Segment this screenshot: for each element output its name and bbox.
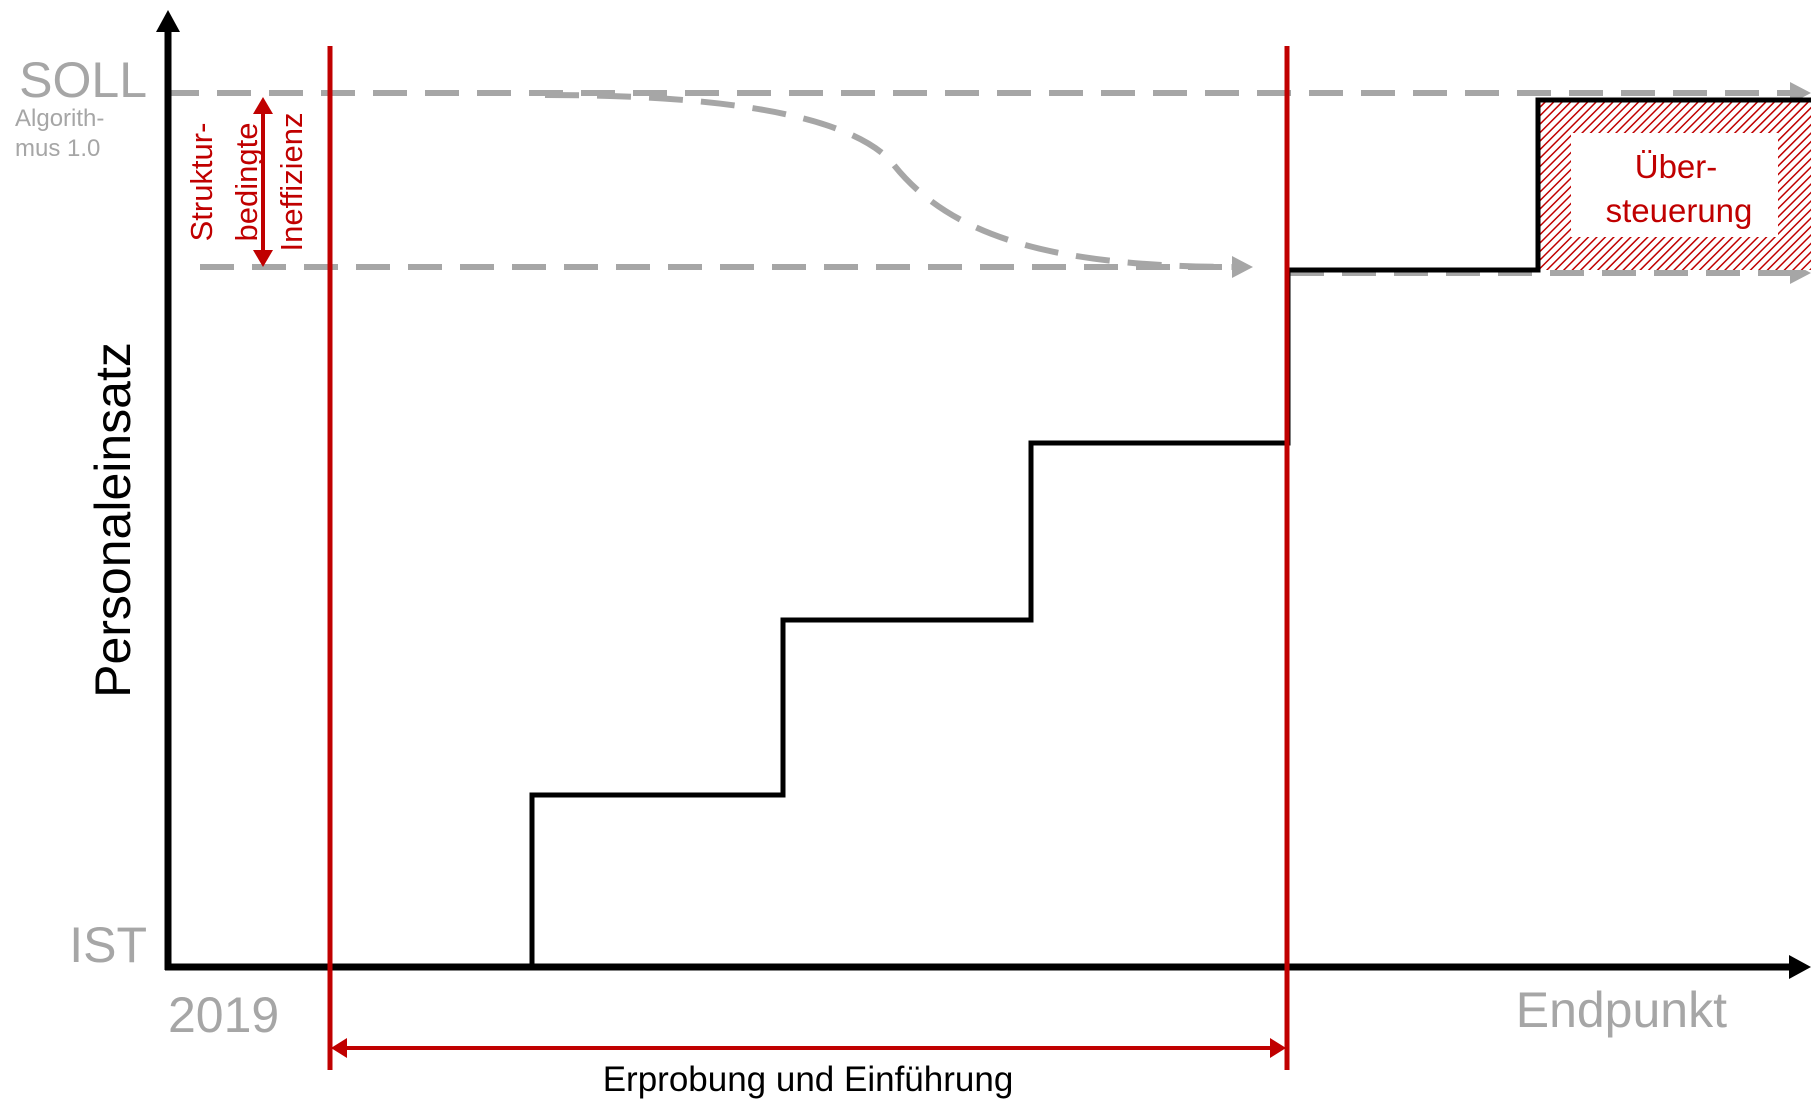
override-label-box bbox=[1571, 133, 1778, 237]
inefficiency-label-line3: Ineffizienz bbox=[274, 112, 309, 251]
ist-label: IST bbox=[69, 917, 147, 973]
inefficiency-arrow bbox=[253, 97, 273, 267]
y-axis bbox=[156, 10, 180, 970]
transition-dashed-curve bbox=[544, 92, 1241, 270]
override-label-line1: Über- bbox=[1635, 148, 1718, 185]
soll-label: SOLL bbox=[19, 52, 147, 108]
phase-label: Erprobung und Einführung bbox=[603, 1060, 1014, 1099]
algorithm-label-line1: Algorith- bbox=[15, 105, 104, 132]
inefficiency-label-line2: bedingte bbox=[229, 123, 264, 242]
override-label-line2: steuerung bbox=[1606, 192, 1753, 229]
inefficiency-label-line1: Struktur- bbox=[184, 123, 219, 242]
algorithm-label-line2: mus 1.0 bbox=[15, 135, 100, 162]
staffing-step-line bbox=[168, 97, 1811, 970]
x-end-label: Endpunkt bbox=[1516, 982, 1727, 1038]
x-start-label: 2019 bbox=[168, 987, 279, 1043]
x-axis bbox=[165, 955, 1811, 979]
phase-span-arrow bbox=[331, 1038, 1286, 1058]
y-axis-title: Personaleinsatz bbox=[85, 342, 141, 698]
